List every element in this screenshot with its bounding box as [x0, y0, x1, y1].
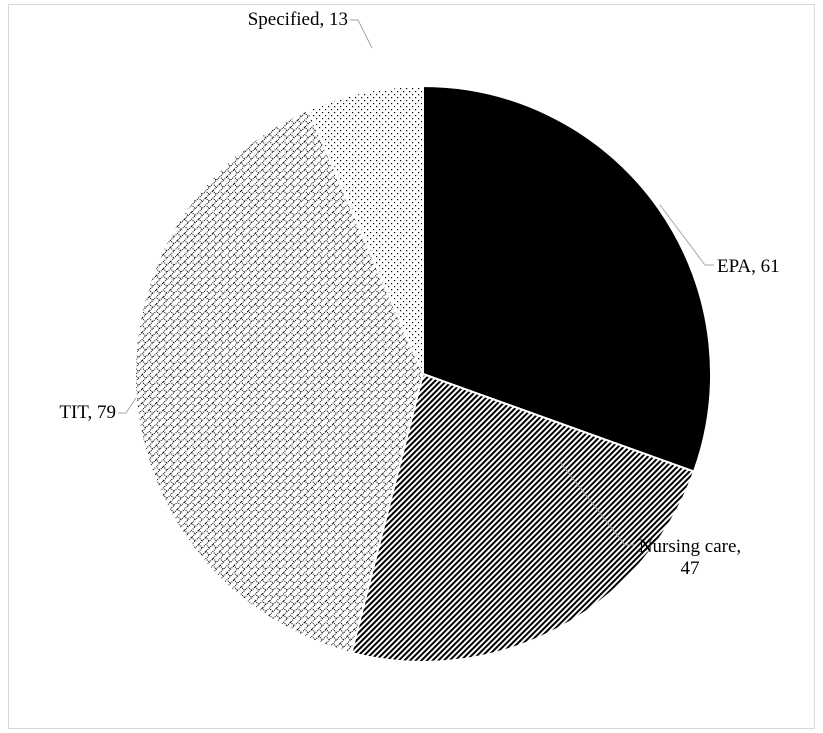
pie-slice [134, 108, 425, 655]
leader-line [118, 397, 137, 414]
chart-border [8, 4, 815, 729]
pie-slice [350, 372, 696, 663]
pie-slice [307, 84, 424, 375]
leader-line [559, 461, 635, 546]
data-label: Nursing care, 47 [638, 536, 742, 579]
data-label: TIT, 79 [59, 402, 116, 423]
leader-line [659, 204, 714, 266]
data-label: Specified, 13 [247, 9, 348, 30]
data-label: EPA, 61 [717, 256, 780, 277]
pie-slice [422, 84, 712, 473]
leader-line [350, 19, 373, 49]
slices [134, 84, 712, 663]
leader-lines [118, 19, 714, 546]
